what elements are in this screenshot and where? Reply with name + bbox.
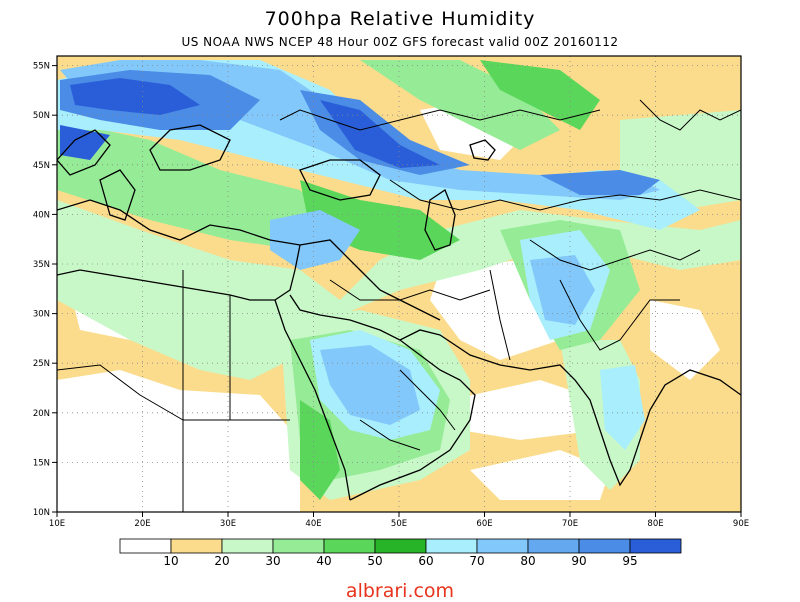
lon-labels: 10E 20E 30E 40E 50E 60E 70E 80E 90E [49,519,749,529]
legend-swatch [221,538,274,554]
lon-label: 90E [733,519,749,529]
legend-swatch [374,538,427,554]
lat-label: 25N [33,359,50,369]
legend-swatch [578,538,631,554]
moist-band-green [57,120,330,250]
humid-blue-2 [320,345,420,425]
legend-swatch [272,538,325,554]
lon-label: 60E [476,519,492,529]
legend-label: 80 [520,554,535,568]
legend-label: 60 [418,554,433,568]
legend-swatch [425,538,478,554]
axis-ticks [52,65,742,517]
humid-darkest-blue-2 [320,100,440,168]
legend-label: 50 [367,554,382,568]
legend-label: 95 [622,554,637,568]
dry-patch-arabia-east [450,380,600,440]
humid-darkest-blue [70,78,200,115]
lat-label: 40N [33,210,50,220]
coastlines [57,124,741,501]
humid-blue-3 [530,255,595,325]
humidity-field [57,56,741,512]
lat-label: 30N [33,310,50,320]
legend-swatch [323,538,376,554]
lat-label: 10N [33,508,50,518]
lon-label: 20E [134,519,150,529]
legend-label: 90 [571,554,586,568]
legend-swatch [170,538,223,554]
graticule [57,56,741,512]
lon-label: 40E [305,519,321,529]
lon-label: 30E [220,519,236,529]
borders [57,99,741,512]
legend-label: 10 [163,554,178,568]
lat-label: 35N [33,260,50,270]
lat-label: 55N [33,62,50,72]
page-subtitle: US NOAA NWS NCEP 48 Hour 00Z GFS forecas… [181,35,619,49]
humid-darkest-blue-3 [60,125,110,160]
legend-swatch [476,538,529,554]
moist-band-bright-3 [480,60,600,130]
lat-label: 20N [33,409,50,419]
lat-label: 50N [33,111,50,121]
dry-patch-sahara [57,370,300,512]
page-title: 700hpa Relative Humidity [264,8,536,30]
legend-label: 40 [316,554,331,568]
lon-label: 80E [647,519,663,529]
legend-label: 30 [265,554,280,568]
moist-band-green-4 [360,60,560,150]
legend-swatch [629,538,682,554]
lat-labels: 10N 15N 20N 25N 30N 35N 40N 45N 50N 55N [33,62,50,518]
lon-label: 50E [391,519,407,529]
lat-label: 45N [33,161,50,171]
legend-swatch [527,538,580,554]
humid-cyan-4 [600,365,645,450]
dry-patch-india-east [650,300,720,380]
dry-patch-ocean [470,450,610,500]
lon-label: 70E [562,519,578,529]
lon-label: 10E [49,519,65,529]
legend-swatch [119,538,172,554]
moist-band-bright-2 [300,400,340,500]
lat-label: 15N [33,458,50,468]
watermark: albrari.com [345,580,455,602]
humid-blue-4 [270,210,360,270]
legend-label: 20 [214,554,229,568]
legend-label: 70 [469,554,484,568]
color-legend: 10 20 30 40 50 60 70 80 90 95 [119,538,682,568]
